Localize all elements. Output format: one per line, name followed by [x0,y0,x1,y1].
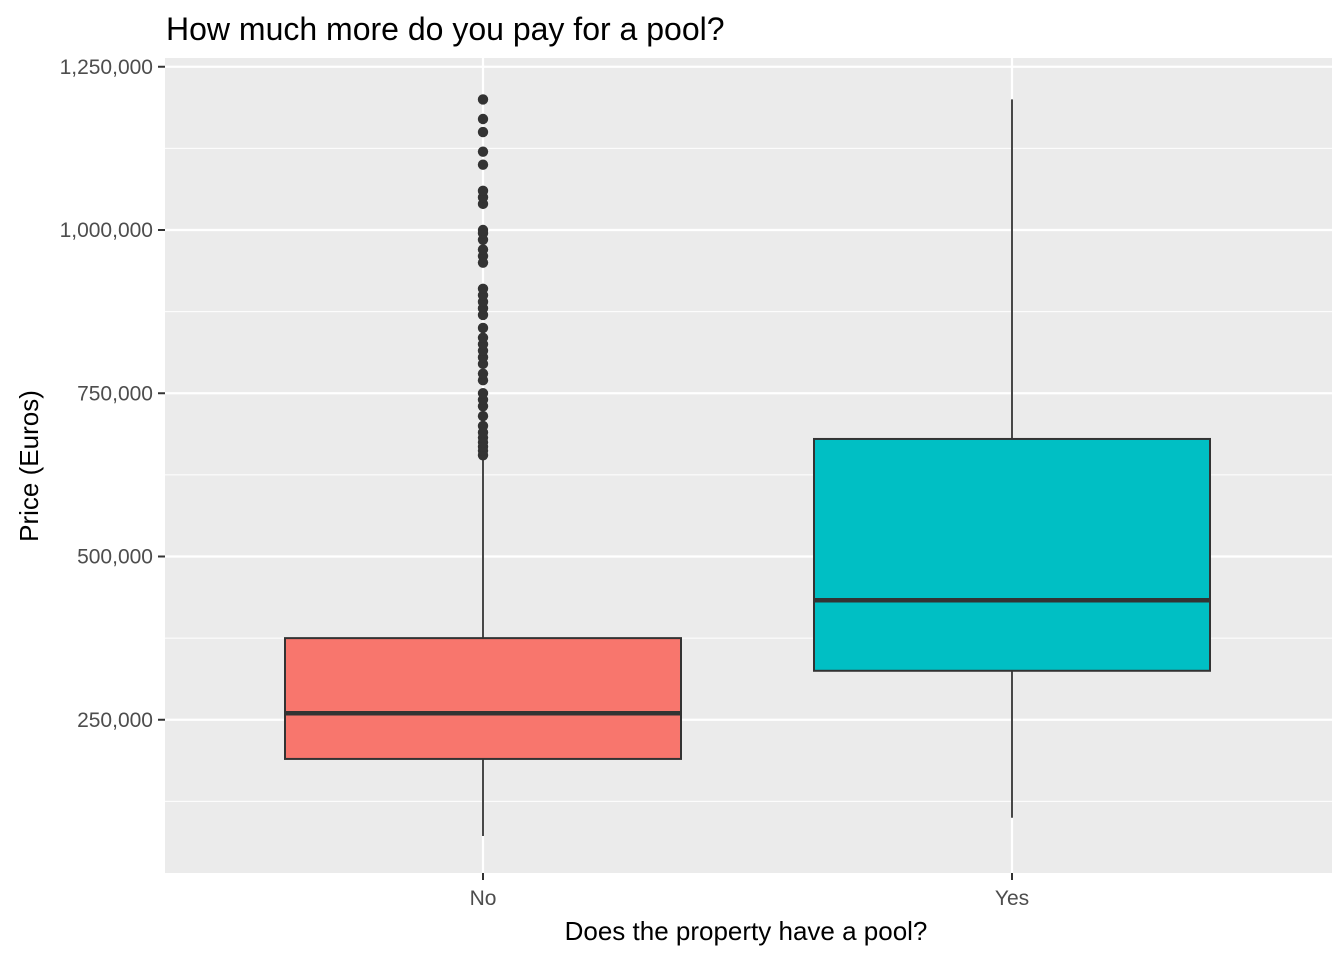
y-tick-label: 250,000 [77,709,153,732]
box-series [284,94,1211,836]
outlier-point [477,113,489,125]
y-tick-label: 1,250,000 [60,56,153,79]
outlier-point [477,146,489,157]
outlier-point [477,283,489,294]
iqr-box [284,637,682,760]
y-tick-label: 1,000,000 [60,219,153,242]
outlier-point [477,388,489,399]
outlier-point [477,368,489,379]
chart-title: How much more do you pay for a pool? [166,11,725,47]
y-axis: 250,000 500,000 750,000 1,000,000 1,250,000 [60,56,165,732]
x-tick-label: Yes [995,887,1029,910]
outlier-point [477,224,489,236]
outlier-point [477,322,489,334]
y-tick-label: 500,000 [77,546,153,569]
outlier-point [477,94,489,105]
y-axis-title: Price (Euros) [14,390,44,542]
outlier-point [477,332,489,343]
outlier-point [477,410,489,422]
outlier-point [477,159,489,170]
x-axis: No Yes [470,873,1029,910]
outlier-point [477,185,489,197]
outlier-point [477,244,489,255]
x-tick-label: No [470,887,497,910]
box-no [284,94,682,836]
box-yes [813,99,1211,818]
y-tick-label: 750,000 [77,382,153,405]
x-axis-title: Does the property have a pool? [565,916,928,946]
outlier-point [477,420,489,432]
iqr-box [813,437,1211,672]
outlier-point [477,126,489,138]
